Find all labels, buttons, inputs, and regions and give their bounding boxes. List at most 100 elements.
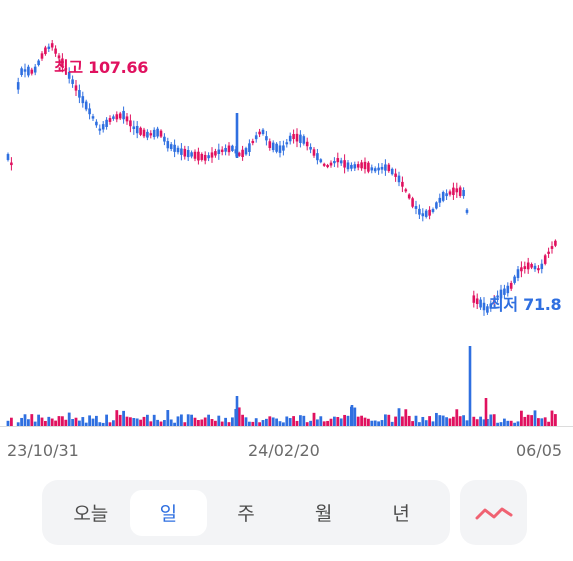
candle [339, 160, 343, 164]
candle [472, 295, 476, 303]
volume-bar [537, 418, 540, 426]
candle [350, 164, 353, 169]
volume-bar [401, 416, 404, 426]
candlestick-chart[interactable] [0, 0, 573, 470]
volume-bar [458, 416, 462, 426]
candle [163, 136, 166, 142]
volume-bar [74, 417, 78, 426]
candle [190, 152, 193, 157]
candle [105, 119, 108, 127]
tab-weekly[interactable]: 주 [237, 503, 255, 525]
volume-bar [265, 418, 268, 426]
candle [173, 144, 176, 152]
candle [176, 147, 180, 153]
candle [74, 85, 78, 91]
volume-bar [465, 420, 469, 426]
tab-today[interactable]: 오늘 [73, 503, 109, 525]
volume-bar [489, 414, 493, 426]
volume-bar [44, 420, 47, 426]
tab-monthly[interactable]: 월 [314, 503, 333, 525]
volume-bar [254, 418, 258, 426]
volume-bar [98, 422, 102, 426]
volume-bar [431, 421, 435, 426]
candle [312, 149, 316, 156]
candle [506, 285, 510, 294]
candle [217, 149, 221, 154]
volume-bar [462, 415, 465, 426]
tab-daily[interactable]: 일 [129, 489, 208, 536]
candle [452, 187, 455, 195]
candle [489, 303, 493, 309]
candle [401, 181, 404, 187]
volume-bar [224, 417, 227, 426]
candle [57, 55, 61, 59]
volume-bar [326, 420, 329, 426]
period-selector: 오늘 일 주 월 년 [42, 480, 450, 545]
volume-bar [235, 396, 239, 426]
candle [537, 268, 540, 271]
volume-bar [435, 412, 438, 426]
candle [207, 155, 210, 159]
volume-bar [360, 415, 363, 426]
candle [394, 173, 397, 177]
price-candles [6, 40, 557, 316]
volume-bar [492, 414, 496, 426]
volume-bar [173, 422, 176, 426]
candle [346, 162, 350, 170]
candle [309, 146, 312, 150]
candle [200, 153, 204, 160]
candle [407, 194, 411, 199]
candle [448, 191, 452, 195]
volume-bar [418, 422, 421, 426]
candle [288, 135, 292, 142]
volume-bar [543, 417, 547, 426]
volume-bar [186, 414, 190, 426]
volume-bar [363, 417, 367, 426]
candle [353, 164, 357, 169]
candle [513, 276, 516, 283]
candle [520, 267, 523, 272]
volume-bar [486, 418, 489, 426]
volume-bar [122, 410, 125, 426]
volume-bar [37, 414, 40, 426]
candle [125, 116, 129, 122]
candle [503, 288, 506, 295]
volume-bar [316, 419, 319, 426]
candle [305, 141, 309, 147]
volume-bar [50, 418, 54, 426]
volume-bar [428, 416, 431, 426]
candle [268, 141, 272, 148]
candle [554, 240, 557, 246]
candle [322, 163, 326, 166]
candle [142, 129, 146, 137]
candle [169, 144, 173, 150]
volume-bar [166, 410, 170, 426]
volume-bar [421, 416, 425, 426]
volume-bar [530, 415, 533, 426]
high-price-label: 최고 107.66 [54, 58, 149, 77]
volume-bar [445, 417, 448, 426]
candle [356, 164, 360, 168]
candle [462, 190, 465, 197]
candle [530, 264, 533, 268]
candle [424, 210, 428, 217]
candle [316, 153, 319, 161]
volume-bar [244, 417, 248, 426]
volume-bar [424, 420, 428, 426]
candle [254, 135, 258, 140]
candle [482, 302, 486, 311]
candle [10, 162, 13, 166]
candle [129, 120, 132, 127]
candle [421, 213, 425, 217]
volume-bar [329, 418, 333, 426]
volume-bar [547, 421, 550, 426]
candle [244, 148, 248, 155]
tab-yearly[interactable]: 년 [392, 503, 410, 525]
candle [523, 266, 527, 270]
chart-type-button[interactable] [460, 480, 527, 545]
candle [261, 129, 265, 135]
volume-bar [322, 421, 326, 426]
volume-bar [190, 414, 193, 426]
volume-bar [554, 414, 557, 426]
volume-bar [479, 416, 482, 426]
